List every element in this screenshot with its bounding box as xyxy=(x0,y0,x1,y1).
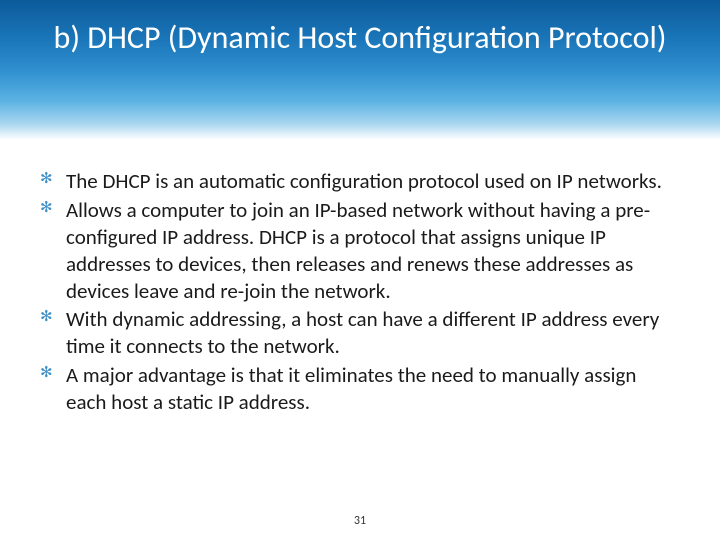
slide-body: The DHCP is an automatic configuration p… xyxy=(0,140,720,416)
list-item: A major advantage is that it eliminates … xyxy=(40,362,680,416)
page-number: 31 xyxy=(0,514,720,528)
list-item: With dynamic addressing, a host can have… xyxy=(40,306,680,360)
slide-header: b) DHCP (Dynamic Host Configuration Prot… xyxy=(0,0,720,140)
bullet-list: The DHCP is an automatic configuration p… xyxy=(40,168,680,416)
list-item-text: Allows a computer to join an IP-based ne… xyxy=(66,197,650,304)
list-item: The DHCP is an automatic configuration p… xyxy=(40,168,680,195)
list-item: Allows a computer to join an IP-based ne… xyxy=(40,197,680,305)
slide: b) DHCP (Dynamic Host Configuration Prot… xyxy=(0,0,720,540)
list-item-text: The DHCP is an automatic configuration p… xyxy=(66,168,662,194)
slide-title: b) DHCP (Dynamic Host Configuration Prot… xyxy=(29,18,691,58)
list-item-text: With dynamic addressing, a host can have… xyxy=(66,306,659,359)
list-item-text: A major advantage is that it eliminates … xyxy=(66,362,636,415)
